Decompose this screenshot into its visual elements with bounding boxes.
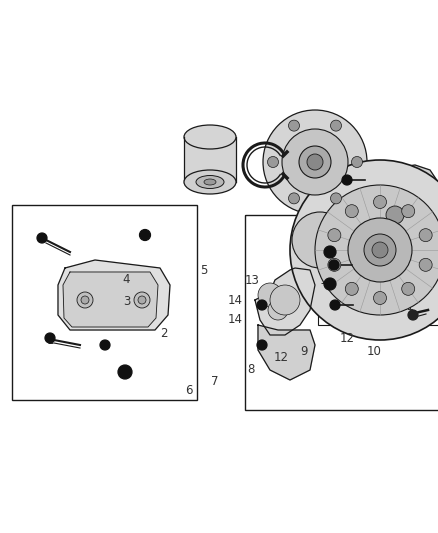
- Circle shape: [139, 230, 151, 240]
- Circle shape: [77, 292, 93, 308]
- Bar: [370, 247, 425, 257]
- Text: 8: 8: [248, 364, 255, 376]
- Circle shape: [330, 300, 340, 310]
- Circle shape: [315, 185, 438, 315]
- Circle shape: [134, 292, 150, 308]
- Ellipse shape: [204, 179, 216, 185]
- Circle shape: [263, 110, 367, 214]
- Circle shape: [419, 229, 432, 241]
- Circle shape: [345, 205, 358, 217]
- Circle shape: [289, 120, 300, 131]
- Ellipse shape: [184, 170, 236, 194]
- Text: 10: 10: [367, 345, 382, 358]
- Polygon shape: [255, 268, 315, 335]
- Circle shape: [299, 146, 331, 178]
- Text: 12: 12: [340, 332, 355, 345]
- Circle shape: [329, 260, 339, 270]
- Circle shape: [408, 310, 418, 320]
- Circle shape: [307, 154, 323, 170]
- Polygon shape: [58, 260, 170, 330]
- Circle shape: [377, 197, 413, 233]
- Circle shape: [81, 296, 89, 304]
- Circle shape: [118, 365, 132, 379]
- Text: 14: 14: [228, 294, 243, 306]
- Text: 3: 3: [124, 295, 131, 308]
- Circle shape: [37, 233, 47, 243]
- Ellipse shape: [184, 125, 236, 149]
- Text: 2: 2: [160, 327, 168, 340]
- Polygon shape: [348, 165, 438, 270]
- Circle shape: [268, 300, 288, 320]
- Bar: [12, 205, 197, 400]
- Circle shape: [270, 285, 300, 315]
- Polygon shape: [63, 272, 158, 327]
- Text: 7: 7: [211, 375, 219, 387]
- Circle shape: [331, 120, 342, 131]
- Polygon shape: [345, 255, 382, 335]
- Circle shape: [268, 157, 279, 167]
- Circle shape: [257, 340, 267, 350]
- Circle shape: [328, 259, 341, 271]
- Circle shape: [372, 242, 388, 258]
- Polygon shape: [258, 325, 315, 380]
- Circle shape: [290, 160, 438, 340]
- Text: 1: 1: [46, 334, 54, 346]
- Bar: [370, 278, 425, 288]
- Text: 13: 13: [244, 274, 259, 287]
- Circle shape: [100, 340, 110, 350]
- Text: 12: 12: [320, 274, 335, 287]
- Circle shape: [342, 175, 352, 185]
- Text: 12: 12: [273, 351, 288, 364]
- Text: 9: 9: [300, 345, 308, 358]
- Text: 5: 5: [200, 264, 207, 277]
- Circle shape: [258, 283, 282, 307]
- Circle shape: [374, 196, 386, 208]
- Text: 6: 6: [185, 384, 193, 397]
- Circle shape: [292, 212, 348, 268]
- Text: 14: 14: [228, 313, 243, 326]
- Circle shape: [419, 259, 432, 271]
- Text: 11: 11: [400, 300, 415, 313]
- Text: 4: 4: [122, 273, 130, 286]
- Circle shape: [289, 193, 300, 204]
- Circle shape: [328, 229, 341, 241]
- Circle shape: [345, 282, 358, 295]
- Circle shape: [45, 333, 55, 343]
- Circle shape: [138, 296, 146, 304]
- Circle shape: [402, 205, 415, 217]
- Ellipse shape: [196, 175, 224, 189]
- Circle shape: [348, 218, 412, 282]
- Circle shape: [402, 282, 415, 295]
- Bar: [318, 225, 438, 325]
- Circle shape: [352, 157, 363, 167]
- Circle shape: [282, 129, 348, 195]
- Circle shape: [324, 246, 336, 258]
- Circle shape: [331, 193, 342, 204]
- Circle shape: [257, 300, 267, 310]
- Circle shape: [324, 278, 336, 290]
- Circle shape: [374, 292, 386, 304]
- Circle shape: [364, 234, 396, 266]
- Bar: [245, 215, 438, 410]
- Bar: [184, 137, 236, 182]
- Circle shape: [386, 206, 404, 224]
